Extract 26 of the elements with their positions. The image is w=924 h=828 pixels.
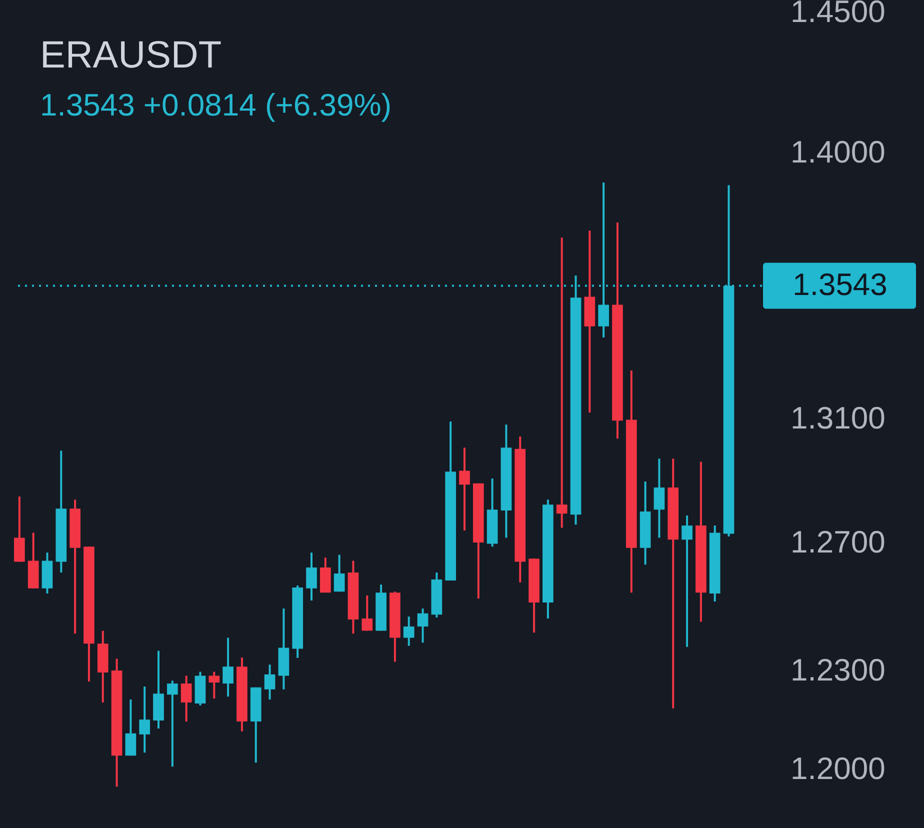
candlestick [14, 495, 25, 563]
candlestick [180, 674, 192, 723]
candlestick [417, 608, 428, 644]
y-tick-label: 1.4000 [790, 134, 886, 170]
candlestick [654, 458, 665, 539]
candlestick [264, 664, 276, 701]
candlestick [334, 554, 345, 593]
y-tick-label: 1.2300 [790, 652, 886, 688]
candlestick [403, 616, 414, 647]
text: ERAUSDT [40, 34, 222, 77]
candlestick [222, 636, 234, 698]
candlestick [166, 680, 178, 768]
candlestick [125, 698, 136, 757]
candlestick [208, 670, 220, 700]
y-tick-label: 1.3100 [790, 400, 886, 436]
candlestick [556, 236, 568, 529]
candlestick [306, 552, 317, 602]
text: 1.3543 +0.0814 (+6.39%) [40, 88, 392, 123]
candlestick [139, 685, 150, 754]
candlestick [682, 514, 692, 648]
y-tick-label: 1.2700 [790, 524, 886, 560]
candlestick [459, 446, 470, 532]
ref-line-label: 1.3543 [792, 266, 888, 302]
y-tick-label: 1.2000 [790, 751, 886, 786]
y-tick-label: 1.4500 [790, 0, 886, 30]
candlestick [362, 594, 373, 632]
